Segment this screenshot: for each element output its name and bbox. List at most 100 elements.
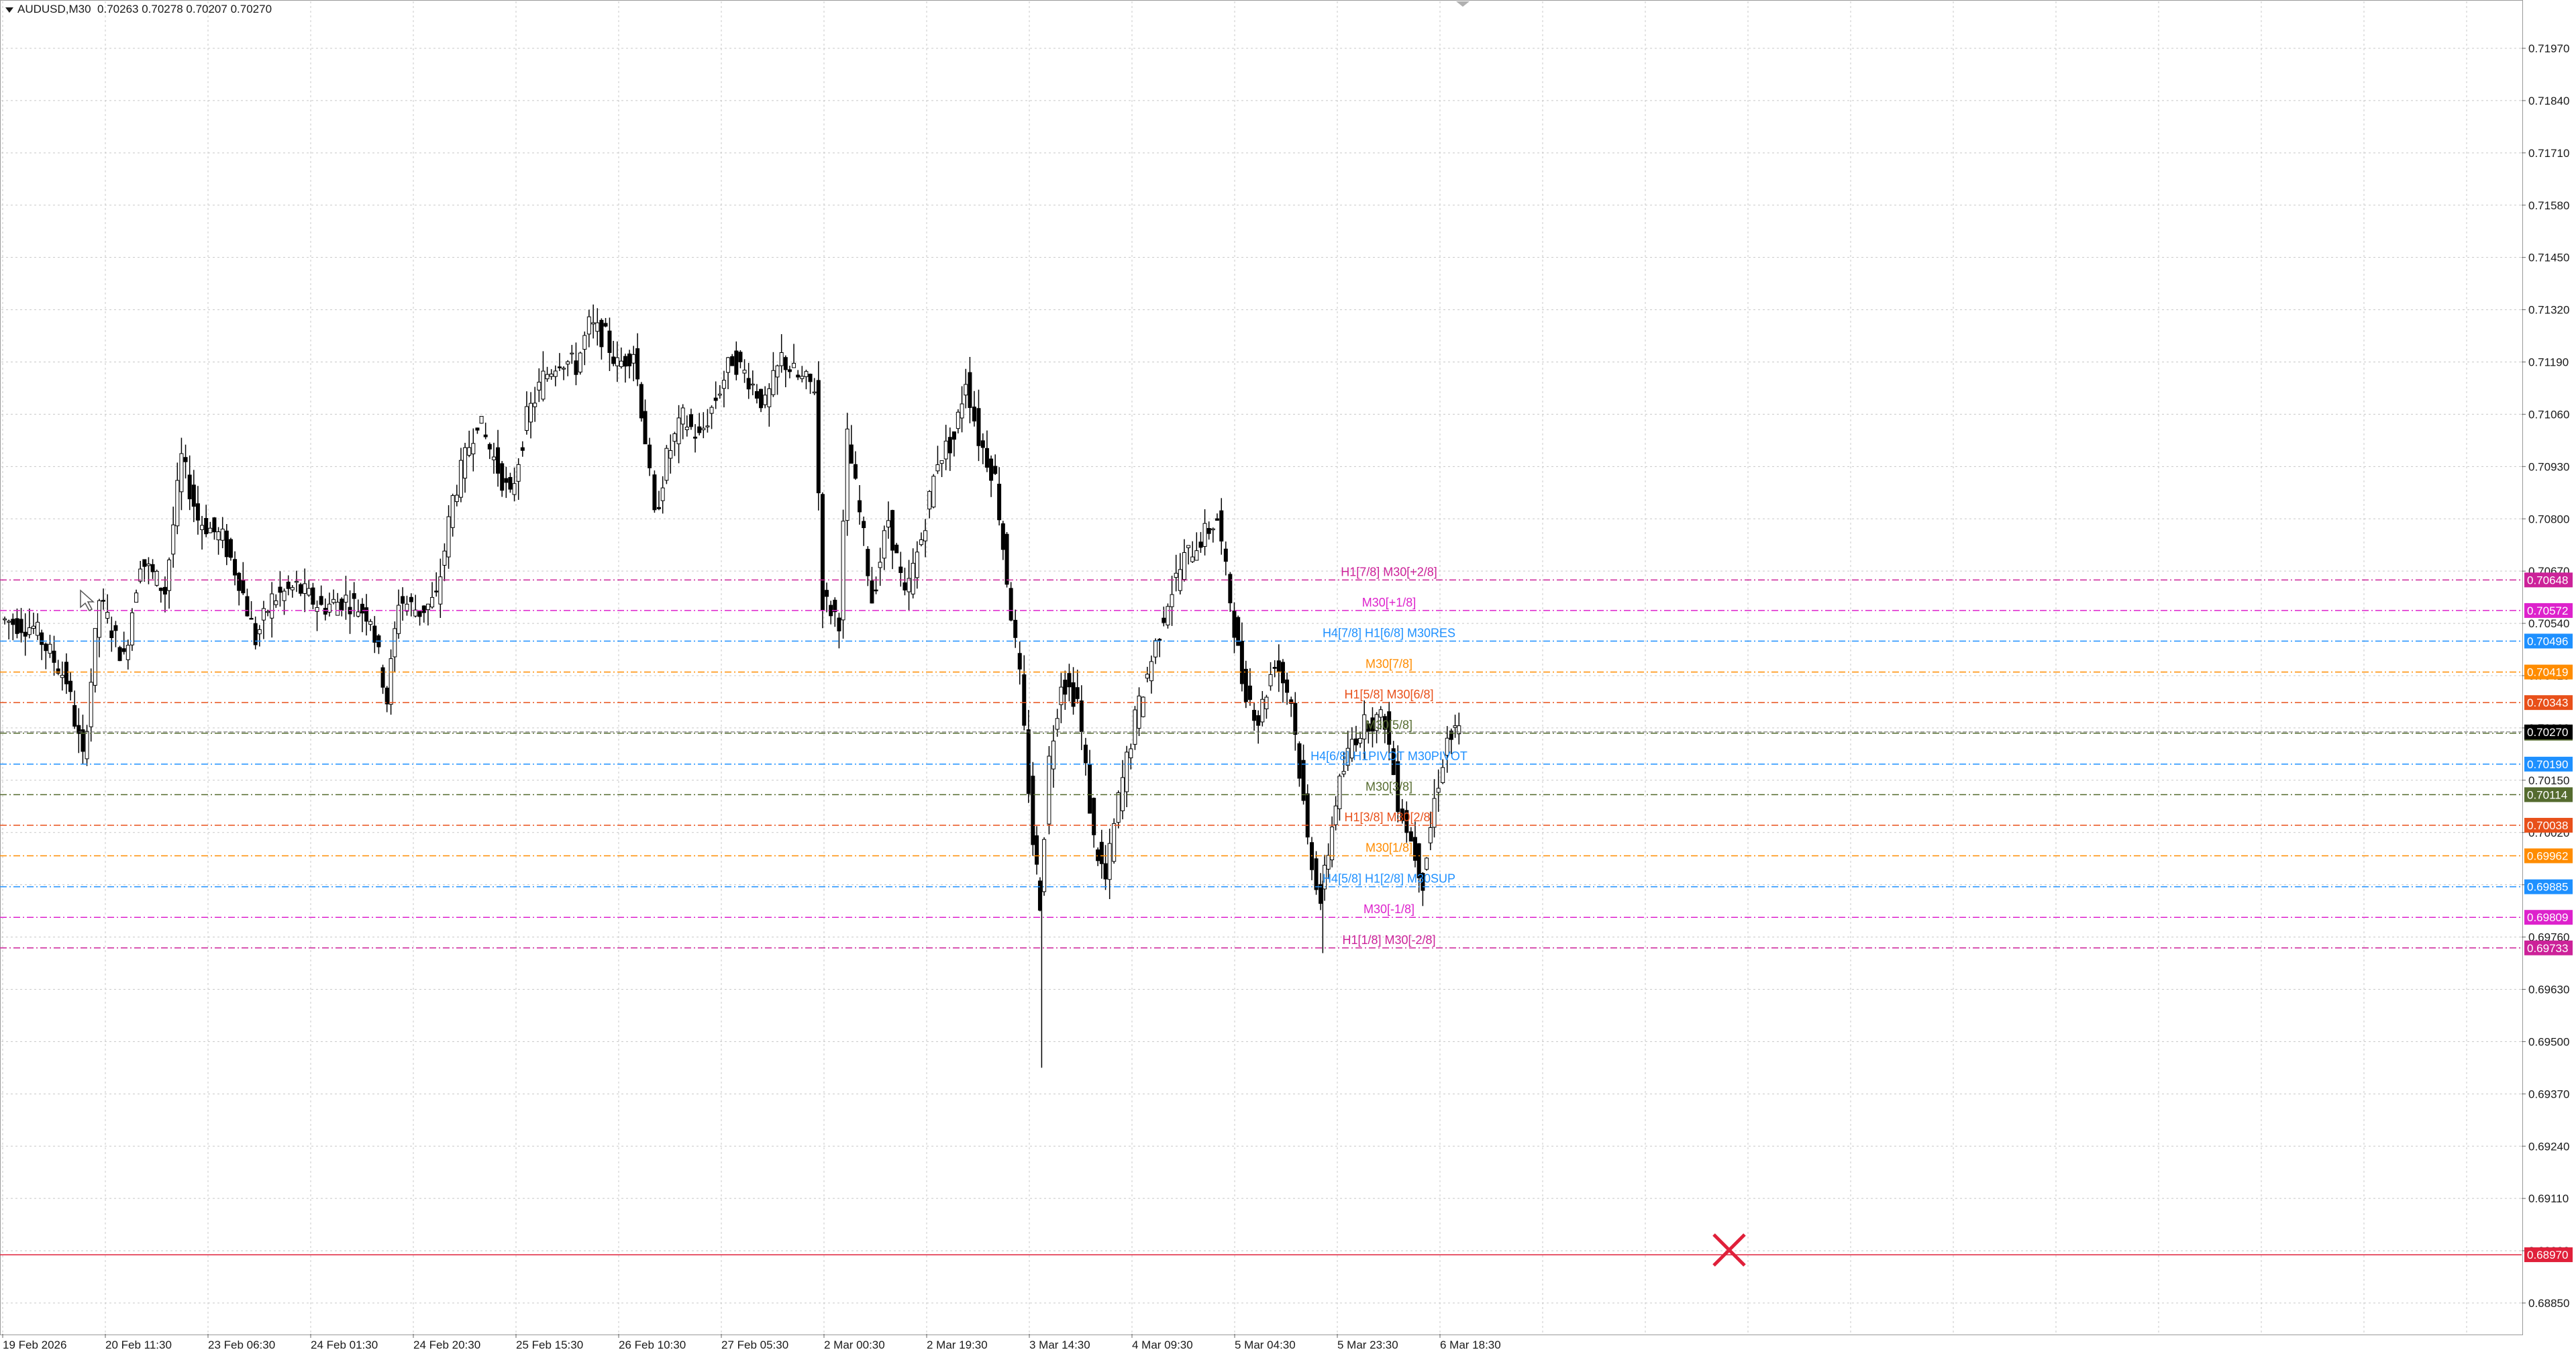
price-badge-label: 0.70572 <box>2527 605 2568 617</box>
dropdown-triangle-icon[interactable] <box>5 7 13 13</box>
time-tick-label: 5 Mar 23:30 <box>1337 1339 1398 1351</box>
candle-body <box>947 437 952 454</box>
candle-body <box>911 562 915 594</box>
time-tick-label: 19 Feb 2026 <box>3 1339 66 1351</box>
candle-body <box>162 586 167 595</box>
candle-body <box>717 393 722 396</box>
candle-body <box>1457 725 1461 735</box>
candle-body <box>1121 777 1125 811</box>
candle-body <box>299 584 303 594</box>
candle-body <box>1107 843 1112 880</box>
time-tick-label: 23 Feb 06:30 <box>208 1339 275 1351</box>
price-badge <box>2524 940 2573 955</box>
candle-body <box>796 374 801 378</box>
candle-body <box>1051 740 1055 770</box>
candle-body <box>1441 767 1445 784</box>
candle-body <box>1170 594 1174 607</box>
candle-body <box>1194 550 1199 561</box>
candle-body <box>327 603 331 613</box>
candle-body <box>549 373 554 377</box>
candle-body <box>105 612 110 619</box>
candle-body <box>1206 527 1211 534</box>
candle-body <box>874 589 878 592</box>
candle-body <box>1149 661 1153 682</box>
candle-body <box>154 570 159 586</box>
candle-body <box>886 520 890 528</box>
candle-body <box>40 632 44 645</box>
candle-body <box>311 587 315 605</box>
candle-body <box>599 319 604 348</box>
candle-body <box>7 621 11 623</box>
candle-body <box>1083 744 1088 764</box>
bid-price-label: 0.68970 <box>2527 1249 2568 1261</box>
candle-body <box>787 369 792 372</box>
candle-body <box>849 444 854 464</box>
candle-body <box>413 609 418 617</box>
time-tick-label: 6 Mar 18:30 <box>1440 1339 1501 1351</box>
candle-body <box>520 447 525 451</box>
price-badge <box>2524 664 2573 680</box>
candle-body <box>97 600 101 638</box>
candle-body <box>1137 695 1141 729</box>
candle-body <box>1319 884 1323 904</box>
chart-shift-icon[interactable] <box>1456 1 1470 7</box>
level-label: M30[5/8] <box>1366 719 1412 732</box>
candle-body <box>607 330 612 353</box>
candle-body <box>870 580 874 604</box>
candle-body <box>496 447 501 474</box>
price-badge-label: 0.69809 <box>2527 911 2568 924</box>
candle-body <box>980 440 985 448</box>
candle-body <box>903 582 907 590</box>
candle-body <box>631 354 636 364</box>
candle-body <box>179 453 184 492</box>
candle-body <box>1099 841 1104 864</box>
candle-body <box>829 605 833 617</box>
price-tick-label: 0.71450 <box>2528 252 2569 264</box>
candle-body <box>664 448 669 481</box>
candle-body <box>150 564 155 572</box>
candle-body <box>701 427 706 431</box>
candle-body <box>1268 674 1273 686</box>
candle-body <box>1243 668 1248 702</box>
time-tick-label: 4 Mar 09:30 <box>1132 1339 1193 1351</box>
price-tick-label: 0.69500 <box>2528 1035 2569 1048</box>
candle-body <box>997 483 1002 521</box>
candle-body <box>693 436 698 439</box>
candle-body <box>1345 747 1350 766</box>
candle-body <box>237 572 242 591</box>
candle-body <box>1145 674 1149 679</box>
candle-body <box>1252 710 1257 721</box>
candle-body <box>266 611 270 613</box>
candle-body <box>1358 738 1363 744</box>
candle-body <box>241 580 246 594</box>
candle-body <box>562 368 566 370</box>
candle-body <box>553 370 558 377</box>
level-label: H1[3/8] M30[2/8] <box>1344 811 1433 824</box>
candle-body <box>508 476 513 490</box>
time-tick-label: 20 Feb 11:30 <box>105 1339 172 1351</box>
price-badge <box>2524 633 2573 649</box>
candle-body <box>858 500 862 513</box>
candle-body <box>595 322 600 332</box>
cross-icon[interactable] <box>1712 1233 1746 1267</box>
price-tick-label: 0.71580 <box>2528 199 2569 212</box>
chart-plot-area[interactable] <box>0 0 2523 1335</box>
candle-body <box>142 559 147 567</box>
candle-body <box>603 323 608 327</box>
candle-body <box>1341 771 1346 775</box>
candle-body <box>1116 792 1121 823</box>
candle-body <box>820 494 825 611</box>
candle-body <box>586 316 591 335</box>
price-tick-label: 0.71060 <box>2528 408 2569 421</box>
candle-body <box>483 434 488 437</box>
candle-body <box>570 352 574 355</box>
candle-body <box>56 668 60 674</box>
candle-body <box>1174 572 1178 578</box>
candle-body <box>779 352 784 366</box>
candle-body <box>1079 700 1084 732</box>
candle-body <box>220 529 225 541</box>
candle-body <box>676 417 681 444</box>
candle-body <box>1009 588 1013 621</box>
candle-body <box>1436 788 1441 793</box>
